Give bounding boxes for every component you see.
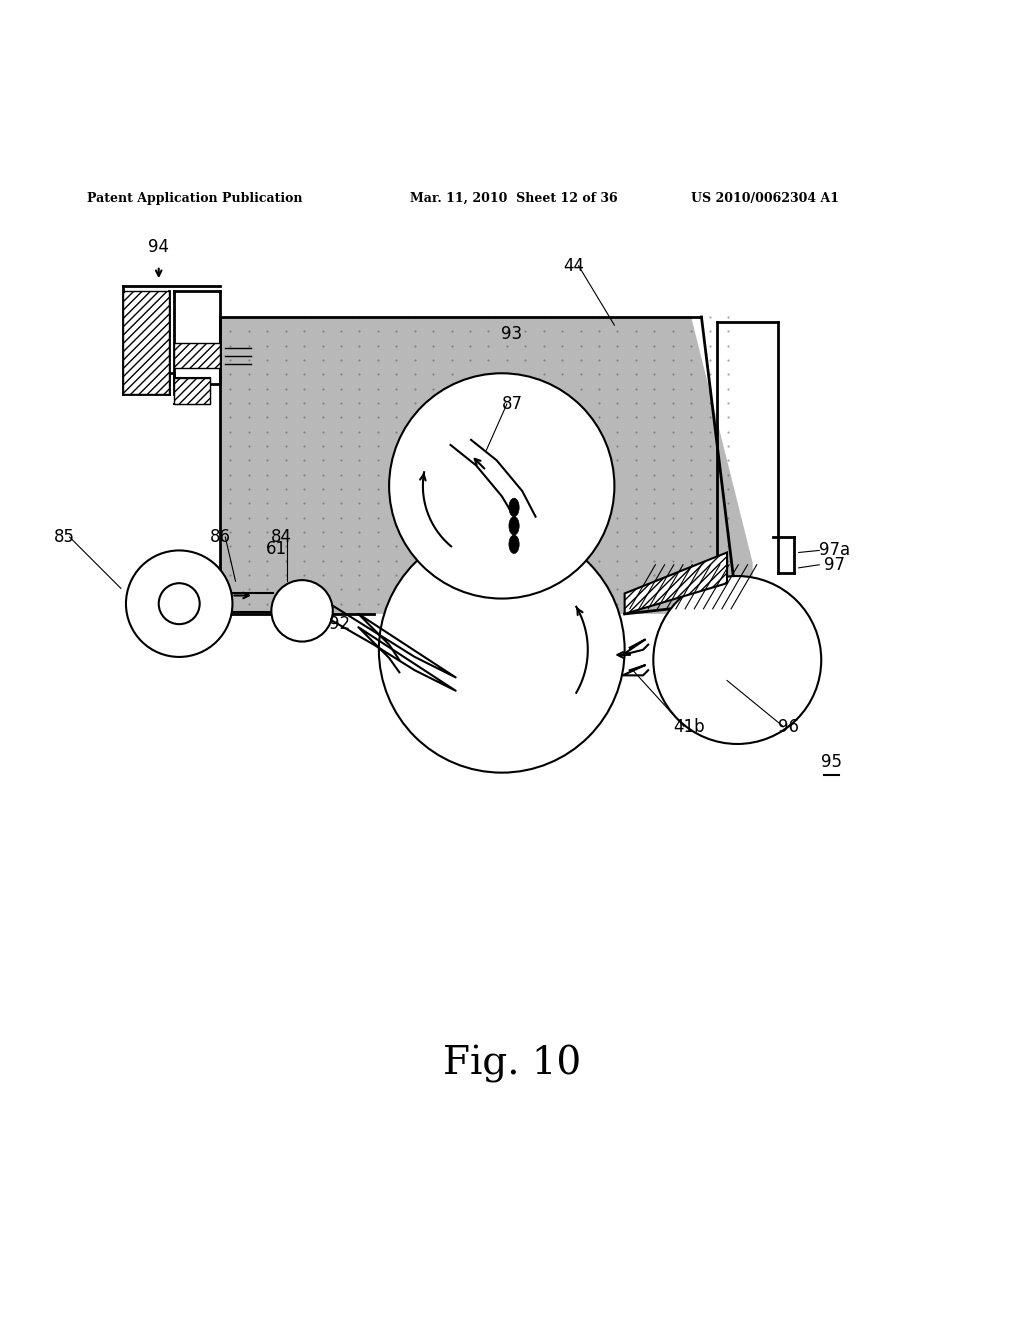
Ellipse shape <box>509 535 519 553</box>
Polygon shape <box>174 343 220 368</box>
Circle shape <box>126 550 232 657</box>
Text: 94: 94 <box>148 239 169 256</box>
Text: 87: 87 <box>502 395 522 413</box>
Text: Patent Application Publication: Patent Application Publication <box>87 191 302 205</box>
Polygon shape <box>625 553 727 614</box>
Text: 85: 85 <box>54 528 75 546</box>
Text: 97: 97 <box>824 556 845 574</box>
Text: 86: 86 <box>210 528 230 546</box>
Text: 44: 44 <box>563 257 584 275</box>
Circle shape <box>271 579 333 642</box>
Text: 92: 92 <box>330 615 350 634</box>
Circle shape <box>653 576 821 744</box>
Text: 93: 93 <box>502 325 522 343</box>
Text: 84: 84 <box>271 528 292 546</box>
Circle shape <box>389 374 614 598</box>
Text: 41b: 41b <box>674 718 705 735</box>
Text: 97a: 97a <box>819 541 850 560</box>
Ellipse shape <box>509 498 519 516</box>
Polygon shape <box>220 317 753 614</box>
Polygon shape <box>123 292 169 393</box>
Ellipse shape <box>509 516 519 535</box>
Text: 61: 61 <box>266 540 287 558</box>
Circle shape <box>379 527 625 772</box>
Text: Mar. 11, 2010  Sheet 12 of 36: Mar. 11, 2010 Sheet 12 of 36 <box>410 191 617 205</box>
Text: 96: 96 <box>778 718 799 735</box>
Text: US 2010/0062304 A1: US 2010/0062304 A1 <box>691 191 840 205</box>
Text: Fig. 10: Fig. 10 <box>442 1045 582 1084</box>
Text: 95: 95 <box>821 754 842 771</box>
Polygon shape <box>174 379 210 404</box>
